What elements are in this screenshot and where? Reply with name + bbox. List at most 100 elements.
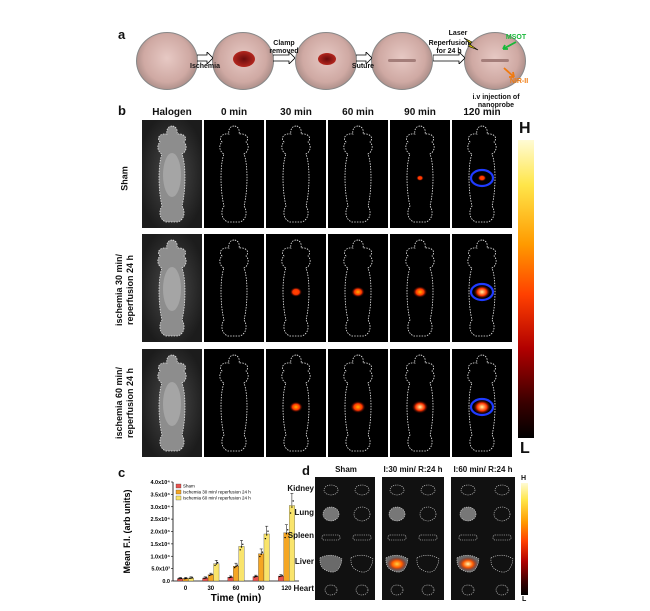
bar bbox=[263, 533, 270, 582]
organ-image-sham bbox=[315, 477, 375, 600]
mouse-skin-image-3 bbox=[295, 32, 357, 90]
data-point bbox=[261, 551, 264, 553]
data-point bbox=[214, 564, 216, 567]
organ-image-i30 bbox=[382, 477, 444, 600]
mouse-skin-image-1 bbox=[136, 32, 198, 90]
data-point bbox=[242, 543, 244, 545]
y-tick-label: 2.5x10⁴ bbox=[150, 517, 170, 523]
data-point bbox=[179, 577, 181, 580]
legend-swatch bbox=[175, 489, 182, 495]
organ-spleen bbox=[418, 534, 438, 541]
image-cell-r0-c0 bbox=[142, 120, 202, 228]
image-cell-r2-c2 bbox=[266, 349, 326, 457]
data-point bbox=[253, 576, 256, 578]
organ-heart bbox=[495, 584, 509, 596]
bar bbox=[213, 563, 220, 582]
data-point bbox=[240, 546, 243, 548]
colorbar-d-low: L bbox=[522, 596, 527, 603]
column-header-halogen: Halogen bbox=[152, 107, 192, 118]
data-point bbox=[236, 564, 238, 566]
step-label-reperfusion: Reperfusion for 24 h bbox=[428, 40, 470, 55]
organ-kidney bbox=[420, 484, 436, 496]
organ-liver bbox=[416, 554, 440, 573]
step-label-ischemia: Ischemia bbox=[190, 63, 220, 70]
column-header-30min: 30 min bbox=[280, 107, 312, 118]
organ-spleen bbox=[352, 534, 372, 541]
data-point bbox=[289, 512, 292, 514]
y-tick-label: 1.0x10⁴ bbox=[150, 554, 170, 560]
column-header-60min: 60 min bbox=[342, 107, 374, 118]
laser-label: Laser bbox=[448, 30, 468, 37]
mouse-skin-image-4 bbox=[371, 32, 433, 90]
legend-label: Sham bbox=[183, 484, 195, 489]
msot-arrow-icon bbox=[502, 41, 517, 50]
bar bbox=[258, 553, 265, 582]
data-point bbox=[211, 573, 213, 576]
row-label-ischemia-60: ischemia 60 min/ reperfusion 24 h bbox=[114, 366, 135, 440]
image-cell-r1-c0 bbox=[142, 234, 202, 342]
step-arrow-3 bbox=[356, 52, 372, 64]
liver-signal bbox=[458, 557, 478, 571]
organ-heart bbox=[461, 584, 475, 596]
liver-signal bbox=[387, 557, 407, 571]
data-point bbox=[215, 563, 217, 565]
data-point bbox=[216, 561, 219, 564]
y-tick-label: 2.0x10⁴ bbox=[150, 530, 170, 536]
data-point bbox=[204, 577, 206, 579]
x-tick-label: 120 bbox=[281, 586, 292, 592]
nir-label: NIR-II bbox=[509, 78, 529, 85]
legend-swatch bbox=[175, 483, 182, 489]
organ-liver bbox=[490, 554, 514, 573]
step-arrow-2 bbox=[273, 52, 295, 64]
legend-label: Ischemia 60 min/ reperfusion 24 h bbox=[183, 496, 251, 501]
panel-a-letter: a bbox=[118, 27, 126, 42]
group-header-sham: Sham bbox=[335, 465, 357, 474]
organ-lung bbox=[353, 506, 371, 522]
data-point bbox=[239, 549, 241, 551]
y-axis-label: Mean F.I. (arb units) bbox=[122, 489, 132, 573]
organ-kidney bbox=[354, 484, 370, 496]
data-point bbox=[205, 577, 208, 579]
image-cell-r0-c2 bbox=[266, 120, 326, 228]
panel-c-letter: c bbox=[118, 465, 126, 480]
step-arrow-1 bbox=[197, 52, 213, 64]
legend-swatch bbox=[175, 495, 182, 501]
bar bbox=[238, 546, 245, 582]
organ-kidney bbox=[494, 484, 510, 496]
data-point bbox=[260, 553, 262, 556]
image-cell-r2-c5 bbox=[452, 349, 512, 457]
colorbar-d bbox=[521, 483, 528, 595]
group-header-i60: I:60 min/ R:24 h bbox=[453, 465, 513, 474]
data-point bbox=[189, 577, 191, 580]
step-label-clamp-removed: Clamp removed bbox=[269, 40, 299, 55]
row-label-sham: Sham bbox=[119, 166, 130, 191]
data-point bbox=[280, 575, 282, 577]
column-header-90min: 90 min bbox=[404, 107, 436, 118]
organ-label-heart: Heart bbox=[293, 584, 314, 593]
data-point bbox=[210, 574, 212, 576]
column-header-120min: 120 min bbox=[463, 107, 501, 118]
nir-arrow-icon bbox=[503, 67, 515, 78]
organ-liver bbox=[350, 554, 374, 573]
image-cell-r0-c4 bbox=[390, 120, 450, 228]
msot-label: MSOT bbox=[505, 34, 527, 41]
mouse-skin-image-2 bbox=[212, 32, 274, 90]
bar bbox=[233, 566, 239, 582]
laser-bolt-icon bbox=[463, 37, 479, 51]
x-tick-label: 0 bbox=[184, 586, 188, 592]
x-tick-label: 60 bbox=[233, 586, 240, 592]
image-cell-r2-c3 bbox=[328, 349, 388, 457]
organ-kidney bbox=[323, 484, 339, 496]
image-cell-r2-c0 bbox=[142, 349, 202, 457]
data-point bbox=[186, 577, 188, 580]
data-point bbox=[235, 565, 237, 568]
organ-heart bbox=[355, 584, 369, 596]
data-point bbox=[183, 578, 185, 580]
image-cell-r1-c4 bbox=[390, 234, 450, 342]
data-point bbox=[284, 536, 286, 539]
injection-label: i.v injection of nanoprobe bbox=[472, 94, 520, 109]
organ-label-spleen: Spleen bbox=[287, 531, 314, 540]
image-cell-r1-c1 bbox=[204, 234, 264, 342]
y-tick-label: 1.5x10⁴ bbox=[150, 542, 170, 548]
colorbar-high-label: H bbox=[519, 120, 531, 137]
